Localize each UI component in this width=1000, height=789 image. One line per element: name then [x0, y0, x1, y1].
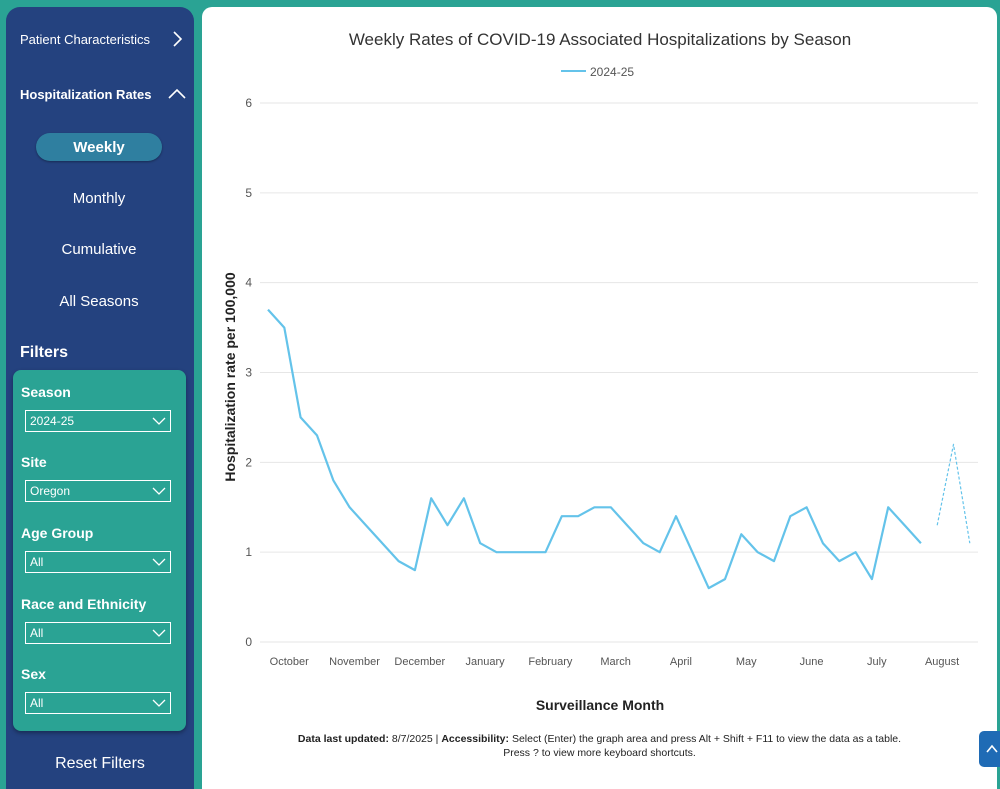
- legend-label: 2024-25: [590, 65, 634, 79]
- x-tick-label: May: [736, 656, 757, 668]
- race-ethnicity-label: Race and Ethnicity: [21, 596, 147, 612]
- tab-weekly[interactable]: Weekly: [36, 133, 162, 161]
- x-tick-label: January: [466, 656, 506, 668]
- x-axis-label: Surveillance Month: [536, 697, 664, 713]
- sex-label: Sex: [21, 666, 46, 682]
- chevron-down-icon: [152, 417, 166, 425]
- updated-value: 8/7/2025 |: [391, 733, 439, 745]
- age-group-label: Age Group: [21, 525, 94, 541]
- y-tick-label: 1: [245, 545, 252, 559]
- y-axis-label: Hospitalization rate per 100,000: [222, 272, 238, 482]
- x-tick-label: November: [329, 656, 380, 668]
- x-tick-label: August: [925, 656, 959, 668]
- filters-heading: Filters: [20, 344, 69, 361]
- sidebar: Patient Characteristics Hospitalization …: [6, 7, 194, 789]
- x-tick-label: April: [670, 656, 692, 668]
- nav-patient-characteristics[interactable]: Patient Characteristics: [20, 27, 186, 51]
- chevron-up-icon: [168, 88, 186, 99]
- updated-label: Data last updated:: [297, 733, 389, 745]
- scroll-top-button[interactable]: [979, 731, 1000, 767]
- footer-line-1: Data last updated: 8/7/2025 | Accessibil…: [202, 732, 997, 746]
- age-group-select[interactable]: All: [25, 551, 171, 573]
- site-label: Site: [21, 454, 47, 470]
- accessibility-text: Select (Enter) the graph area and press …: [511, 733, 902, 745]
- nav-patient-characteristics-label: Patient Characteristics: [20, 31, 151, 47]
- x-tick-label: June: [800, 656, 824, 668]
- x-tick-label: March: [600, 656, 631, 668]
- y-tick-label: 3: [245, 366, 252, 380]
- accessibility-label: Accessibility:: [441, 733, 510, 745]
- y-tick-label: 2: [245, 455, 252, 469]
- chart-footer: Data last updated: 8/7/2025 | Accessibil…: [202, 732, 997, 760]
- season-select[interactable]: 2024-25: [25, 410, 171, 432]
- chart-title: Weekly Rates of COVID-19 Associated Hosp…: [349, 30, 851, 49]
- x-tick-label: July: [867, 656, 887, 668]
- y-tick-label: 5: [245, 186, 252, 200]
- site-select[interactable]: Oregon: [25, 480, 171, 502]
- shortcut-text: Press ? to view more keyboard shortcuts.: [503, 747, 696, 759]
- x-tick-label: February: [528, 656, 573, 668]
- chart-card: Weekly Rates of COVID-19 Associated Hosp…: [202, 7, 997, 789]
- x-tick-label: October: [270, 656, 309, 668]
- race-ethnicity-select[interactable]: All: [25, 622, 171, 644]
- chevron-down-icon: [152, 699, 166, 707]
- race-ethnicity-value: All: [30, 626, 44, 640]
- tab-monthly[interactable]: Monthly: [72, 189, 126, 207]
- site-value: Oregon: [30, 484, 71, 498]
- chevron-down-icon: [152, 487, 166, 495]
- season-value: 2024-25: [30, 414, 75, 428]
- series-line-provisional: [936, 443, 971, 544]
- x-tick-label: December: [394, 656, 445, 668]
- nav-hospitalization-rates-label: Hospitalization Rates: [20, 86, 152, 102]
- tab-cumulative[interactable]: Cumulative: [61, 240, 137, 258]
- tab-all-seasons[interactable]: All Seasons: [59, 292, 139, 310]
- y-tick-label: 0: [245, 635, 252, 649]
- age-group-value: All: [30, 555, 44, 569]
- chevron-down-icon: [152, 558, 166, 566]
- reset-filters-button[interactable]: Reset Filters: [55, 755, 145, 772]
- season-label: Season: [21, 384, 71, 400]
- y-tick-label: 6: [245, 96, 252, 110]
- sex-value: All: [30, 696, 44, 710]
- nav-hospitalization-rates[interactable]: Hospitalization Rates: [20, 82, 186, 106]
- chart-area[interactable]: Weekly Rates of COVID-19 Associated Hosp…: [202, 7, 997, 727]
- series-line-2024-25: [267, 308, 922, 590]
- chevron-down-icon: [152, 629, 166, 637]
- filter-panel: Season 2024-25 Site Oregon Age Group All…: [13, 370, 186, 731]
- sex-select[interactable]: All: [25, 692, 171, 714]
- chevron-right-icon: [173, 31, 183, 47]
- chevron-up-icon: [986, 744, 998, 753]
- y-tick-label: 4: [245, 276, 252, 290]
